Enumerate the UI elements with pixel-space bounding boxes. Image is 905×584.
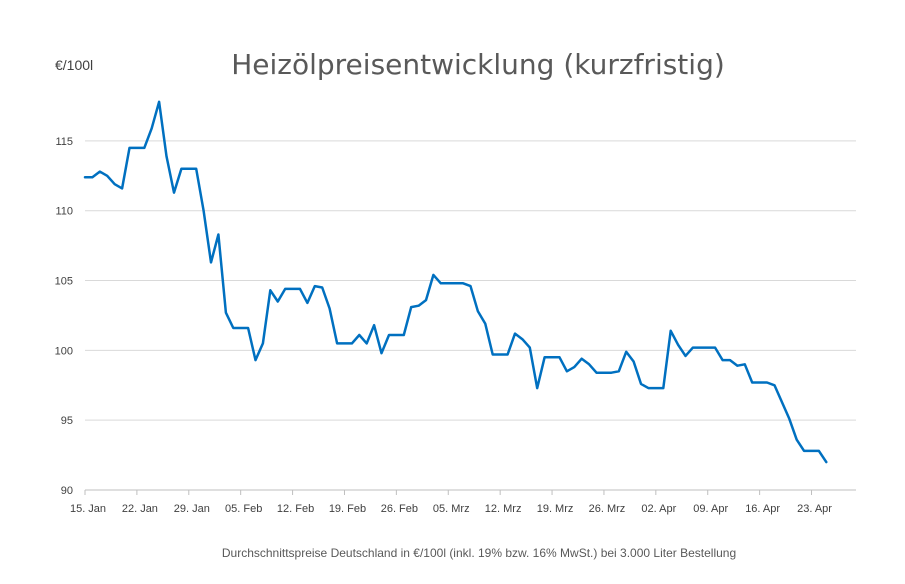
y-axis-ticks: 90 95 100 105 110 115 (55, 136, 73, 497)
x-tick-label: 05. Feb (225, 503, 262, 515)
y-tick-label: 115 (55, 136, 73, 148)
y-axis-unit-label: €/100l (55, 57, 93, 73)
x-tick-label: 16. Apr (745, 503, 780, 515)
x-tick-label: 26. Feb (381, 503, 418, 515)
x-tick-label: 29. Jan (174, 503, 210, 515)
x-tick-label: 12. Feb (277, 503, 314, 515)
y-tick-label: 90 (61, 485, 73, 497)
x-tick-label: 19. Feb (329, 503, 366, 515)
x-tick-label: 12. Mrz (485, 503, 522, 515)
x-tick-label: 26. Mrz (589, 503, 626, 515)
x-tick-label: 05. Mrz (433, 503, 470, 515)
y-tick-label: 110 (55, 206, 73, 218)
gridlines (85, 140, 856, 491)
chart-title: Heizölpreisentwicklung (kurzfristig) (231, 48, 725, 81)
x-tick-label: 09. Apr (693, 503, 728, 515)
y-tick-label: 100 (55, 345, 73, 357)
x-tick-label: 23. Apr (797, 503, 832, 515)
chart-caption: Durchschnittspreise Deutschland in €/100… (222, 546, 736, 560)
series-layer (83, 100, 828, 464)
y-tick-label: 95 (61, 415, 73, 427)
x-tick-label: 02. Apr (641, 503, 676, 515)
x-axis-ticks: 15. Jan 22. Jan 29. Jan 05. Feb 12. Feb 19. F… (70, 490, 832, 515)
y-tick-label: 105 (55, 276, 73, 288)
x-tick-label: 19. Mrz (537, 503, 574, 515)
x-tick-label: 15. Jan (70, 503, 106, 515)
x-tick-label: 22. Jan (122, 503, 158, 515)
price-series-line (83, 100, 828, 464)
